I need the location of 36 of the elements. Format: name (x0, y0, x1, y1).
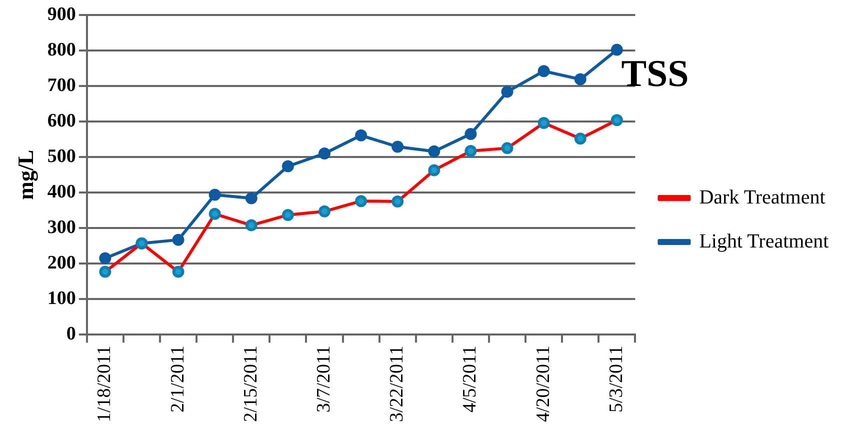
legend-label: Dark Treatment (699, 186, 826, 208)
point (355, 129, 368, 142)
point (464, 128, 477, 140)
x-tick-label: 2/1/2011 (167, 346, 188, 413)
x-tick-label: 3/7/2011 (313, 346, 334, 413)
x-tick-label: 3/22/2011 (386, 346, 408, 422)
y-tick-label: 200 (47, 252, 76, 274)
x-tick-label: 5/3/2011 (606, 346, 627, 413)
y-tick-label: 600 (47, 110, 76, 132)
point (538, 65, 550, 78)
x-tick-label: 4/5/2011 (460, 346, 481, 413)
y-tick-label: 500 (47, 146, 76, 167)
point (392, 140, 404, 153)
point (610, 44, 623, 56)
x-tick-label: 2/15/2011 (240, 346, 262, 422)
x-tick-label: 4/20/2011 (532, 346, 554, 422)
point (428, 145, 440, 158)
legend-label: Light Treatment (699, 230, 830, 252)
y-tick-label: 0 (66, 324, 76, 345)
point (318, 148, 330, 160)
y-tick-label: 300 (47, 217, 76, 238)
y-tick-label: 400 (47, 181, 76, 202)
y-tick-label: 100 (47, 288, 76, 310)
point (245, 192, 258, 204)
point (99, 252, 112, 264)
point (172, 234, 184, 246)
y-tick-label: 900 (47, 4, 76, 25)
point (282, 160, 294, 172)
y-tick-label: 800 (47, 39, 76, 60)
x-tick-label: 1/18/2011 (94, 346, 116, 422)
point (208, 188, 221, 201)
text: TSS (620, 52, 690, 96)
y-tick-label: 700 (47, 74, 76, 96)
point (501, 86, 514, 98)
point (574, 73, 586, 86)
y-axis-title: mg/L (12, 150, 38, 200)
